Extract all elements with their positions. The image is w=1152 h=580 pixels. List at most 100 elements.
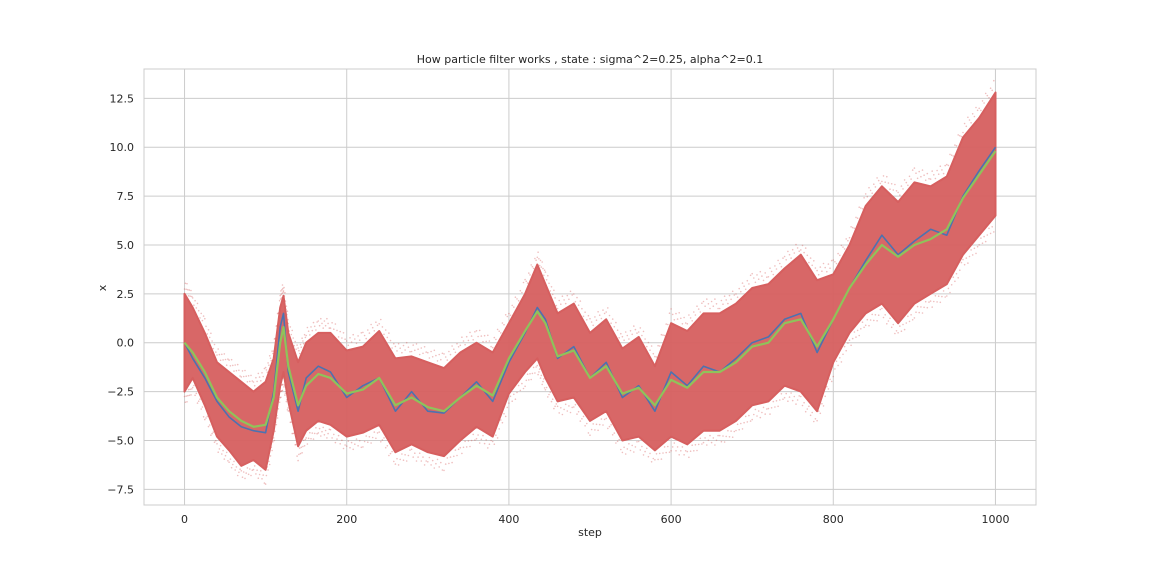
particle-point — [200, 408, 202, 410]
particle-point — [877, 314, 880, 317]
particle-point — [529, 274, 531, 276]
particle-point — [637, 331, 640, 333]
particle-point — [516, 391, 518, 394]
particle-point — [785, 259, 787, 261]
particle-point — [229, 458, 232, 460]
particle-point — [837, 252, 839, 255]
particle-point — [845, 238, 847, 240]
particle-point — [655, 453, 658, 455]
particle-point — [185, 288, 187, 291]
particle-point — [539, 259, 542, 262]
particle-point — [384, 329, 387, 331]
particle-point — [545, 279, 548, 281]
x-tick-labels: 0 200 400 600 800 1000 — [181, 513, 1009, 526]
particle-point — [774, 265, 776, 267]
y-tick-label: −2.5 — [107, 386, 134, 399]
particle-point — [516, 298, 518, 300]
particle-point — [876, 177, 878, 179]
particle-point — [873, 183, 875, 185]
particle-point — [500, 419, 502, 421]
particle-point — [757, 278, 760, 281]
particle-point — [577, 410, 580, 413]
particle-point — [249, 380, 251, 383]
particle-point — [806, 408, 809, 410]
particle-point — [668, 451, 671, 454]
particle-point — [714, 298, 716, 300]
particle-point — [236, 474, 239, 477]
particle-point — [890, 326, 893, 329]
particle-point — [644, 338, 646, 340]
particle-point — [801, 244, 804, 247]
particle-point — [950, 284, 953, 286]
particle-point — [197, 309, 200, 312]
particle-point — [693, 450, 695, 452]
particle-point — [753, 413, 755, 416]
particle-point — [855, 216, 857, 219]
particle-point — [868, 186, 870, 189]
particle-point — [327, 322, 329, 325]
particle-point — [342, 447, 345, 450]
particle-point — [811, 264, 813, 267]
particle-point — [791, 399, 794, 402]
particle-point — [949, 291, 951, 294]
particle-point — [754, 281, 757, 284]
particle-point — [598, 314, 601, 317]
particle-point — [800, 249, 802, 251]
particle-point — [793, 395, 796, 398]
particle-point — [748, 283, 750, 285]
particle-point — [283, 286, 285, 289]
particle-point — [779, 399, 781, 401]
particle-point — [275, 423, 278, 426]
particle-point — [538, 371, 540, 373]
particle-point — [665, 451, 667, 454]
particle-point — [328, 428, 331, 431]
particle-point — [287, 410, 290, 412]
particle-point — [706, 444, 708, 446]
particle-point — [393, 342, 395, 345]
particle-point — [717, 307, 719, 310]
particle-point — [195, 307, 198, 309]
particle-point — [900, 185, 903, 187]
particle-point — [487, 447, 489, 449]
particle-point — [271, 350, 273, 352]
particle-point — [868, 324, 870, 327]
particle-point — [920, 175, 922, 178]
particle-point — [761, 411, 763, 414]
particle-point — [196, 402, 199, 404]
particle-point — [381, 439, 384, 441]
particle-point — [511, 304, 513, 307]
particle-point — [924, 179, 927, 181]
particle-point — [899, 325, 901, 327]
particle-point — [521, 382, 523, 385]
particle-point — [357, 335, 359, 337]
particle-point — [860, 207, 862, 209]
particle-point — [907, 184, 909, 187]
particle-point — [309, 334, 311, 336]
particle-point — [206, 415, 209, 418]
particle-point — [211, 340, 213, 342]
particle-point — [293, 344, 296, 347]
particle-point — [769, 413, 771, 415]
particle-point — [738, 428, 740, 431]
particle-point — [767, 276, 770, 278]
particle-point — [947, 164, 950, 167]
particle-point — [569, 290, 572, 293]
particle-point — [697, 443, 700, 446]
particle-point — [274, 430, 276, 433]
particle-point — [331, 322, 333, 324]
particle-point — [208, 336, 211, 339]
particle-point — [273, 439, 276, 442]
particle-point — [266, 371, 269, 374]
particle-point — [850, 226, 852, 228]
particle-point — [274, 337, 276, 340]
particle-point — [785, 392, 787, 395]
particle-point — [242, 471, 245, 473]
particle-point — [822, 405, 825, 407]
particle-point — [730, 298, 732, 301]
particle-point — [876, 320, 878, 322]
particle-point — [393, 460, 395, 463]
particle-point — [816, 269, 818, 272]
particle-point — [443, 469, 445, 472]
particle-point — [409, 350, 411, 353]
particle-point — [808, 261, 810, 264]
